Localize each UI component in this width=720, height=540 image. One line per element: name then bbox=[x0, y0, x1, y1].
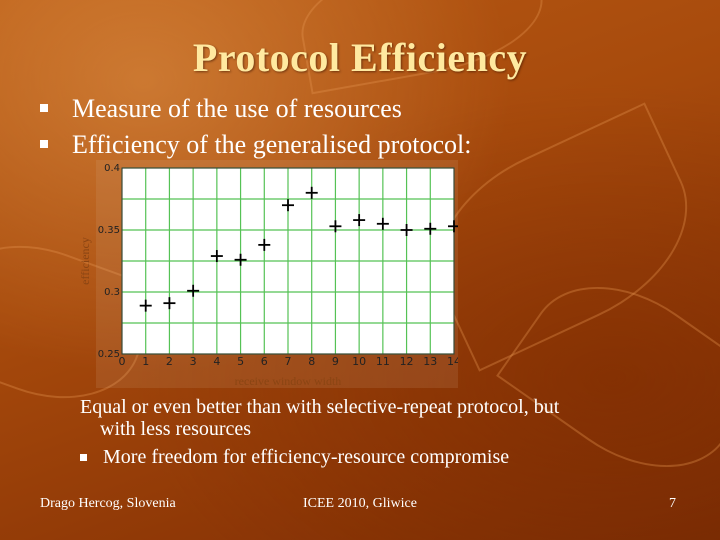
data-point bbox=[163, 297, 176, 310]
x-tick-label: 1 bbox=[142, 355, 149, 368]
y-tick-label: 0.25 bbox=[98, 349, 120, 360]
bullet-text: Measure of the use of resources bbox=[72, 94, 402, 123]
data-point bbox=[234, 253, 247, 266]
x-tick-label: 4 bbox=[213, 355, 220, 368]
data-point bbox=[139, 299, 152, 312]
efficiency-chart-svg: 0 1 2 3 4 5 6 7 8 9 10 11 12 13 140.250.30.350.4receiv… bbox=[78, 160, 458, 388]
x-tick-label: 5 bbox=[237, 355, 244, 368]
note-text: Equal or even better than with selective… bbox=[80, 396, 680, 440]
data-point bbox=[210, 250, 223, 263]
x-tick-label: 13 bbox=[423, 355, 437, 368]
data-point bbox=[258, 238, 271, 251]
data-point bbox=[353, 214, 366, 227]
data-point bbox=[329, 220, 342, 233]
y-tick-label: 0.35 bbox=[98, 225, 120, 236]
sub-bullet-text: More freedom for efficiency-resource com… bbox=[103, 446, 510, 468]
data-point bbox=[400, 224, 413, 236]
x-tick-label: 3 bbox=[190, 355, 197, 368]
y-tick-label: 0.4 bbox=[104, 163, 120, 174]
note-line-2: with less resources bbox=[100, 418, 252, 440]
x-tick-label: 8 bbox=[308, 355, 315, 368]
x-tick-label: 12 bbox=[400, 355, 414, 368]
data-point bbox=[376, 217, 389, 230]
x-tick-label: 10 bbox=[352, 355, 366, 368]
x-tick-label: 14 bbox=[447, 355, 458, 368]
y-axis-label: efficiency bbox=[78, 237, 92, 285]
x-tick-label: 0 bbox=[119, 355, 126, 368]
data-point bbox=[424, 222, 437, 235]
data-point bbox=[282, 199, 294, 212]
plot-border bbox=[121, 167, 455, 355]
y-tick-label: 0.3 bbox=[104, 287, 120, 298]
square-bullet-icon bbox=[40, 140, 48, 148]
footer-conference: ICEE 2010, Gliwice bbox=[303, 496, 417, 511]
note-line-1: Equal or even better than with selective… bbox=[80, 396, 560, 418]
efficiency-chart: 0 1 2 3 4 5 6 7 8 9 10 11 12 13 14 0.25 0.3 0.35 0.4 receiv… bbox=[76, 160, 458, 388]
x-tick-label: 9 bbox=[332, 355, 339, 368]
x-axis-label: receive window width bbox=[235, 374, 342, 388]
background-leaf-decoration bbox=[496, 249, 720, 505]
footer-page-number: 7 bbox=[669, 496, 676, 511]
x-tick-label: 7 bbox=[285, 355, 292, 368]
data-point bbox=[305, 186, 318, 199]
footer-author: Drago Hercog, Slovenia bbox=[40, 496, 176, 511]
x-tick-label: 11 bbox=[376, 355, 390, 368]
x-tick-label: 2 bbox=[166, 355, 173, 368]
slide-title: Protocol Efficiency bbox=[192, 35, 528, 80]
square-bullet-icon bbox=[80, 454, 87, 461]
x-tick-label: 6 bbox=[261, 355, 268, 368]
data-point bbox=[187, 284, 200, 297]
data-point bbox=[448, 220, 458, 233]
square-bullet-icon bbox=[40, 104, 48, 112]
bullet-text: Efficiency of the generalised protocol: bbox=[72, 130, 472, 159]
